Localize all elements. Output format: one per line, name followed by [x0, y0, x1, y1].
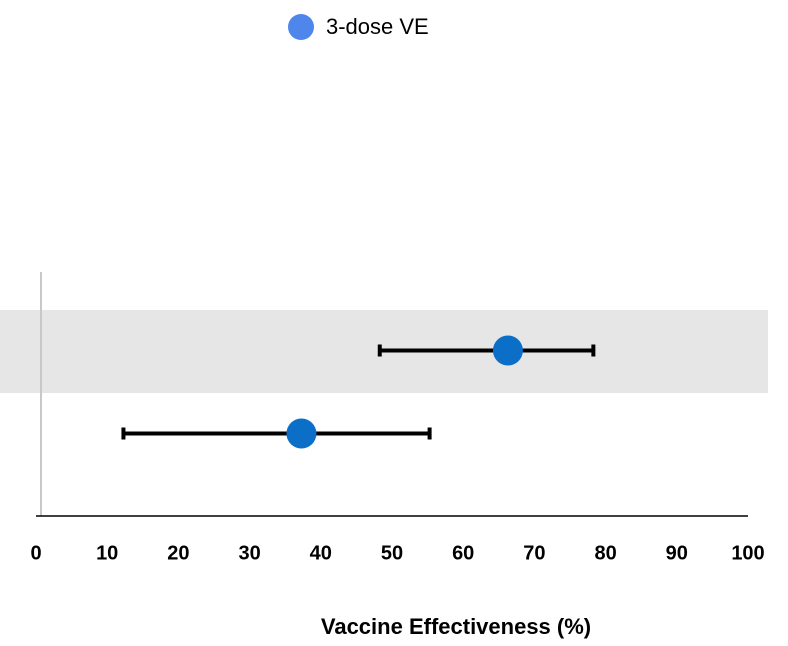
- x-tick-label: 80: [594, 542, 616, 564]
- x-tick-label: 0: [30, 542, 41, 564]
- legend-marker: [288, 14, 314, 40]
- point: [286, 418, 317, 449]
- x-tick-label: 40: [310, 542, 332, 564]
- x-tick-label: 10: [96, 542, 118, 564]
- x-tick-label: 20: [167, 542, 189, 564]
- x-tick-label: 90: [666, 542, 688, 564]
- point: [492, 335, 523, 366]
- x-tick-label: 60: [452, 542, 474, 564]
- x-axis-title: Vaccine Effectiveness (%): [321, 614, 591, 639]
- x-tick-label: 100: [731, 542, 764, 564]
- legend-label: 3-dose VE: [326, 14, 429, 39]
- x-tick-label: 70: [523, 542, 545, 564]
- x-tick-label: 30: [238, 542, 260, 564]
- x-tick-label: 50: [381, 542, 403, 564]
